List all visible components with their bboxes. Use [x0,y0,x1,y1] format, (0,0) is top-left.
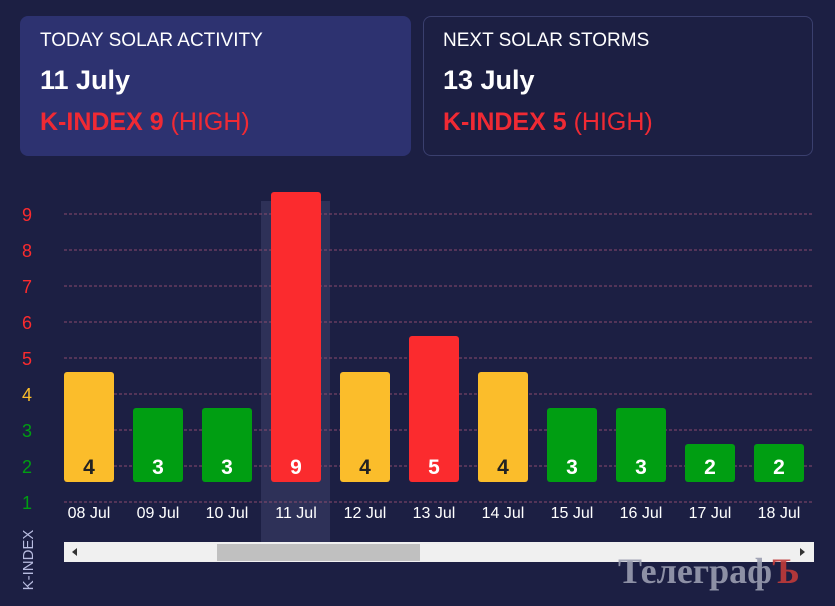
x-tick-label: 12 Jul [344,505,387,522]
bar-17-Jul [685,444,735,482]
x-tick-label: 16 Jul [620,505,663,522]
y-tick-label: 3 [22,421,32,441]
next-date: 13 July [443,65,535,95]
bar-10-Jul [202,408,252,482]
x-tick-label: 10 Jul [206,505,249,522]
bar-15-Jul [547,408,597,482]
x-tick-label: 18 Jul [758,505,801,522]
bar-value-label: 5 [428,456,440,479]
x-tick-label: 14 Jul [482,505,525,522]
today-kindex: K-INDEX 9 [40,108,164,136]
bar-value-label: 4 [359,456,371,479]
y-tick-label: 9 [22,205,32,225]
bar-13-Jul [409,336,459,482]
scroll-right-arrow-icon[interactable] [800,548,805,556]
bar-11-Jul [271,192,321,482]
x-tick-label: 08 Jul [68,505,111,522]
today-activity-card: TODAY SOLAR ACTIVITY 11 July K-INDEX 9 (… [20,16,411,156]
today-date: 11 July [40,65,131,95]
y-tick-label: 7 [22,277,32,297]
scrollbar-thumb[interactable] [217,544,420,561]
x-tick-label: 11 Jul [275,505,317,522]
scroll-left-arrow-icon[interactable] [72,548,77,556]
next-storms-card: NEXT SOLAR STORMS 13 July K-INDEX 5 (HIG… [423,16,813,156]
bar-value-label: 4 [83,456,95,479]
today-title: TODAY SOLAR ACTIVITY [40,30,263,51]
y-tick-label: 6 [22,313,32,333]
bar-09-Jul [133,408,183,482]
bar-value-label: 9 [290,456,302,479]
y-tick-label: 1 [22,493,32,513]
y-tick-label: 2 [22,457,32,477]
bar-value-label: 3 [635,456,647,479]
today-level: (HIGH) [170,108,250,136]
bar-value-label: 4 [497,456,509,479]
bar-08-Jul [64,372,114,482]
bar-value-label: 3 [566,456,578,479]
next-kindex: K-INDEX 5 [443,108,567,136]
x-tick-label: 09 Jul [137,505,180,522]
y-axis-label: K-INDEX [20,530,37,591]
bar-16-Jul [616,408,666,482]
y-tick-label: 4 [22,385,32,405]
y-tick-label: 5 [22,349,32,369]
bar-value-label: 3 [221,456,233,479]
bar-value-label: 3 [152,456,164,479]
bar-value-label: 2 [704,456,716,479]
y-tick-label: 8 [22,241,32,261]
bar-14-Jul [478,372,528,482]
next-level: (HIGH) [573,108,653,136]
bar-value-label: 2 [773,456,785,479]
x-tick-label: 17 Jul [689,505,732,522]
x-tick-label: 13 Jul [413,505,456,522]
bar-18-Jul [754,444,804,482]
next-title: NEXT SOLAR STORMS [443,30,650,51]
watermark-logo: ТелеграфЪ [618,551,800,591]
bar-12-Jul [340,372,390,482]
x-tick-label: 15 Jul [551,505,594,522]
